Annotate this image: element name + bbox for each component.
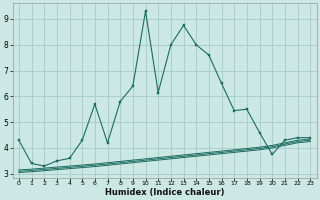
X-axis label: Humidex (Indice chaleur): Humidex (Indice chaleur) xyxy=(105,188,224,197)
